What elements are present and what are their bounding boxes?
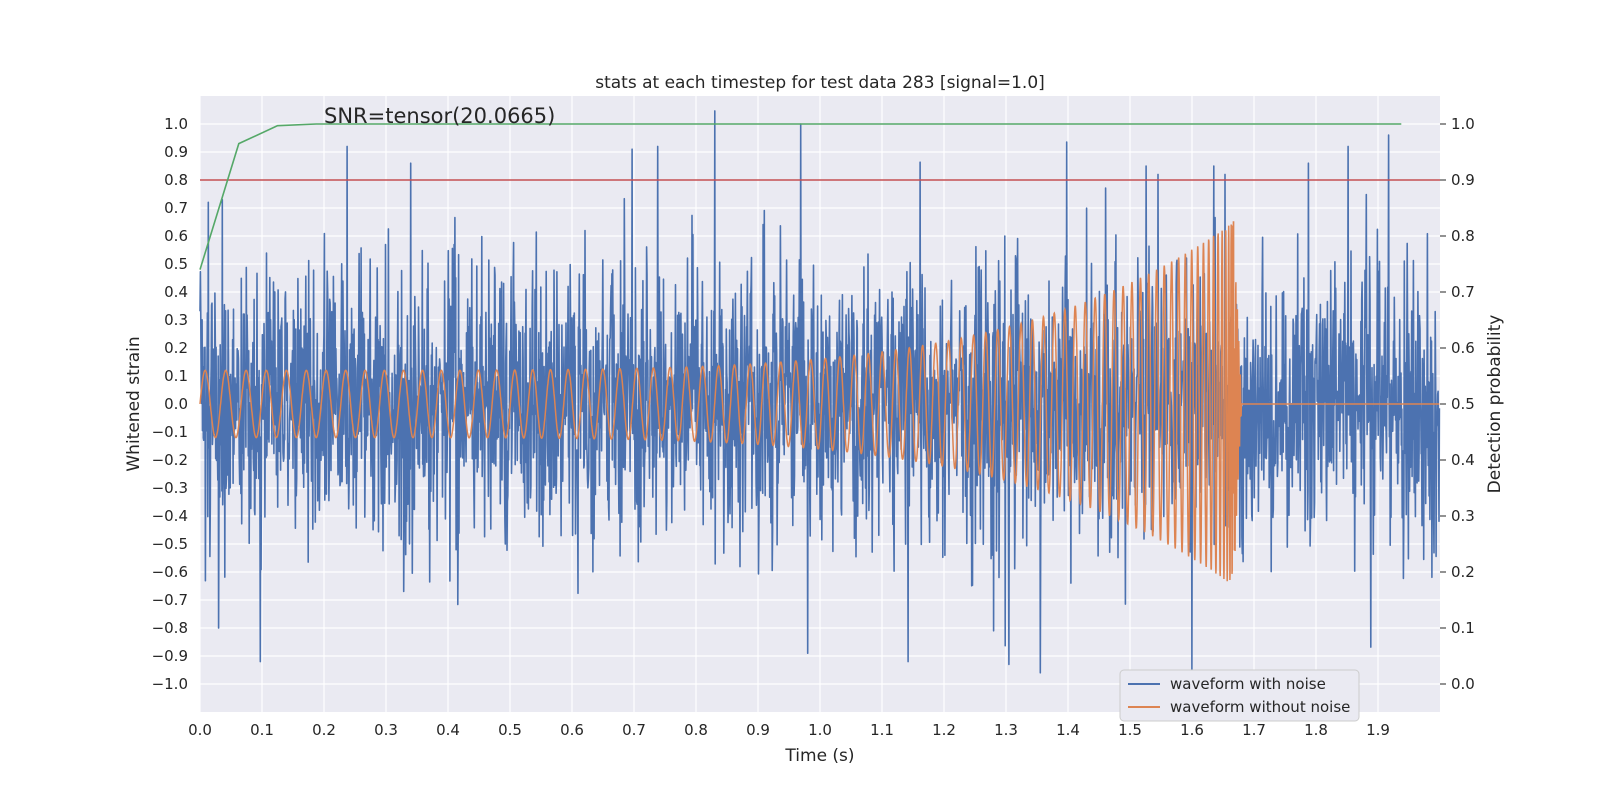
y-tick-label: −0.5 (152, 535, 188, 553)
y-tick-label: 0.1 (164, 367, 188, 385)
series-detection-probability (199, 123, 1402, 270)
y2-tick-label: 0.5 (1451, 395, 1475, 413)
x-tick-label: 0.9 (746, 721, 770, 739)
y2-axis-ticks: 1.0 0.9 0.8 0.7 0.6 0.5 0.4 0.3 0.2 0.1 0.0 (1440, 115, 1475, 693)
y-tick-label: 0.6 (164, 227, 188, 245)
x-tick-label: 1.6 (1180, 721, 1204, 739)
y2-tick-label: 0.2 (1451, 563, 1475, 581)
y-tick-label: −0.2 (152, 451, 188, 469)
y2-tick-label: 0.4 (1451, 451, 1475, 469)
y-tick-label: 0.9 (164, 143, 188, 161)
x-tick-label: 1.8 (1304, 721, 1328, 739)
y2-tick-label: 0.7 (1451, 283, 1475, 301)
x-tick-label: 1.2 (932, 721, 956, 739)
x-tick-label: 1.4 (1056, 721, 1080, 739)
y-tick-label: 0.3 (164, 311, 188, 329)
x-tick-label: 0.8 (684, 721, 708, 739)
x-tick-label: 1.1 (870, 721, 894, 739)
x-tick-label: 0.1 (250, 721, 274, 739)
y-tick-label: 0.8 (164, 171, 188, 189)
legend-box (1119, 669, 1360, 722)
x-tick-label: 0.7 (622, 721, 646, 739)
y2-tick-label: 0.8 (1451, 227, 1475, 245)
legend-label-without-noise: waveform without noise (1170, 698, 1350, 716)
x-axis-label: Time (s) (784, 746, 854, 766)
x-tick-label: 1.9 (1366, 721, 1390, 739)
x-tick-label: 1.5 (1118, 721, 1142, 739)
y2-tick-label: 0.1 (1451, 619, 1475, 637)
y2-tick-label: 0.3 (1451, 507, 1475, 525)
series-group (199, 110, 1441, 674)
x-tick-label: 0.4 (436, 721, 460, 739)
legend: waveform with noise waveform without noi… (1119, 669, 1360, 722)
y-tick-label: −0.7 (152, 591, 188, 609)
x-tick-label: 1.7 (1242, 721, 1266, 739)
y-tick-label: −1.0 (152, 675, 188, 693)
x-tick-label: 0.3 (374, 721, 398, 739)
y-tick-label: −0.1 (152, 423, 188, 441)
x-tick-label: 1.0 (808, 721, 832, 739)
y-tick-label: −0.8 (152, 619, 188, 637)
y-tick-label: 0.2 (164, 339, 188, 357)
y-tick-label: −0.6 (152, 563, 188, 581)
snr-annotation: SNR=tensor(20.0665) (324, 104, 555, 128)
y2-axis-label: Detection probability (1485, 315, 1505, 494)
y2-tick-label: 1.0 (1451, 115, 1475, 133)
x-axis-ticks: 0.0 0.1 0.2 0.3 0.4 0.5 0.6 0.7 0.8 0.9 1.0 1.1 1.2 1… (188, 721, 1390, 739)
x-tick-label: 0.6 (560, 721, 584, 739)
y-tick-label: 1.0 (164, 115, 188, 133)
series-waveform-without-noise (199, 221, 1440, 582)
legend-label-with-noise: waveform with noise (1170, 675, 1326, 693)
y-axis-label: Whitened strain (124, 336, 144, 471)
y-tick-label: 0.0 (164, 395, 188, 413)
y-tick-label: 0.5 (164, 255, 188, 273)
x-tick-label: 0.0 (188, 721, 212, 739)
x-tick-label: 0.5 (498, 721, 522, 739)
y-tick-label: 0.4 (164, 283, 188, 301)
y2-tick-label: 0.9 (1451, 171, 1475, 189)
y-tick-label: −0.3 (152, 479, 188, 497)
chart-title: stats at each timestep for test data 283… (595, 73, 1045, 93)
y-axis-ticks: 1.0 0.9 0.8 0.7 0.6 0.5 0.4 0.3 0.2 0.1 0.0 −0.1 −0.… (152, 115, 188, 693)
y2-tick-label: 0.0 (1451, 675, 1475, 693)
y-tick-label: 0.7 (164, 199, 188, 217)
y2-tick-label: 0.6 (1451, 339, 1475, 357)
x-tick-label: 1.3 (994, 721, 1018, 739)
x-tick-label: 0.2 (312, 721, 336, 739)
y-tick-label: −0.9 (152, 647, 188, 665)
y-tick-label: −0.4 (152, 507, 188, 525)
